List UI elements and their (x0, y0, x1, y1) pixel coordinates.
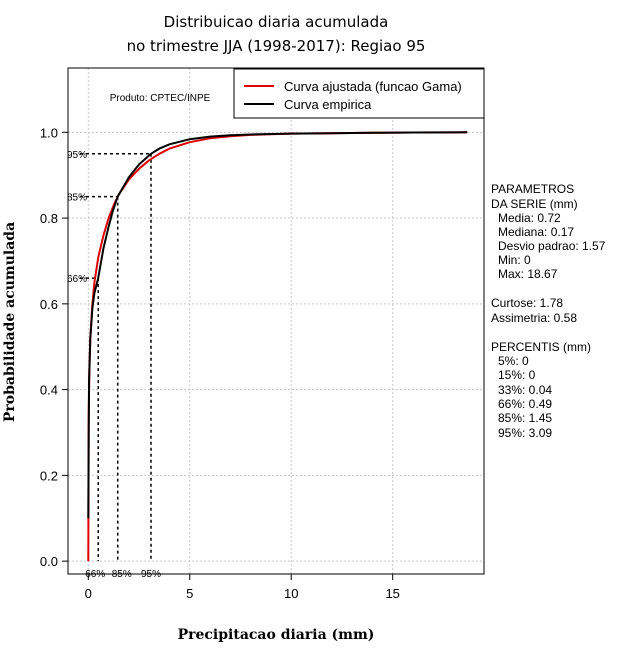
percentile-x-label: 66% (85, 569, 105, 580)
y-tick-label: 0.2 (40, 468, 58, 483)
stats-panel: PARAMETROS DA SERIE (mm) Media: 0.72 Med… (491, 182, 606, 440)
grid-lines (68, 68, 484, 574)
y-tick-label: 0.0 (40, 554, 58, 569)
percentile-x-label: 95% (141, 569, 161, 580)
x-tick-label: 5 (186, 586, 193, 601)
percentile-y-label: 66% (67, 274, 87, 285)
percentil-15: 15%: 0 (498, 368, 536, 382)
stat-media: Media: 0.72 (498, 211, 561, 225)
percentil-33: 33%: 0.04 (498, 383, 552, 397)
legend-entry-fitted: Curva ajustada (funcao Gama) (284, 79, 462, 94)
percentile-x-label: 85% (112, 569, 132, 580)
y-tick-label: 1.0 (40, 125, 58, 140)
axis-ticks: 0.0 0.2 0.4 0.6 0.8 1.0 0 5 10 15 (40, 125, 400, 601)
x-axis-label: Precipitacao diaria (mm) (178, 627, 375, 643)
stat-mediana: Mediana: 0.17 (498, 225, 574, 239)
empirical-curve (87, 131, 468, 519)
percentis-header: PERCENTIS (mm) (491, 340, 591, 354)
legend: Curva ajustada (funcao Gama) Curva empir… (233, 68, 485, 119)
y-tick-label: 0.4 (40, 383, 58, 398)
params-header-1: PARAMETROS (491, 182, 574, 196)
stat-min: Min: 0 (498, 253, 531, 267)
curves (87, 131, 468, 562)
plot-frame (67, 67, 485, 575)
y-tick-label: 0.8 (40, 211, 58, 226)
percentil-85: 85%: 1.45 (498, 411, 552, 425)
chart-title-line1: Distribuicao diaria acumulada (164, 13, 389, 31)
percentil-5: 5%: 0 (498, 354, 529, 368)
percentile-y-label: 95% (67, 150, 87, 161)
stat-curtose: Curtose: 1.78 (491, 296, 563, 310)
legend-box (233, 68, 485, 119)
fitted-gamma-curve (87, 131, 468, 562)
percentil-95: 95%: 3.09 (498, 426, 552, 440)
x-tick-label: 0 (85, 586, 92, 601)
legend-entry-empirical: Curva empirica (284, 97, 372, 112)
product-label: Produto: CPTEC/INPE (110, 93, 211, 104)
stat-assimetria: Assimetria: 0.58 (491, 311, 577, 325)
percentile-y-label: 85% (67, 193, 87, 204)
params-header-2: DA SERIE (mm) (491, 197, 578, 211)
chart-title-line2: no trimestre JJA (1998-2017): Regiao 95 (127, 37, 426, 55)
stat-desvio: Desvio padrao: 1.57 (498, 239, 606, 253)
percentile-markers: 66% 66% 85% 85% 95% 95% (67, 150, 161, 580)
y-tick-label: 0.6 (40, 297, 58, 312)
stat-max: Max: 18.67 (498, 267, 558, 281)
x-tick-label: 15 (385, 586, 399, 601)
percentil-66: 66%: 0.49 (498, 397, 552, 411)
y-axis-label: Probabilidade acumulada (2, 222, 18, 422)
x-tick-label: 10 (284, 586, 298, 601)
